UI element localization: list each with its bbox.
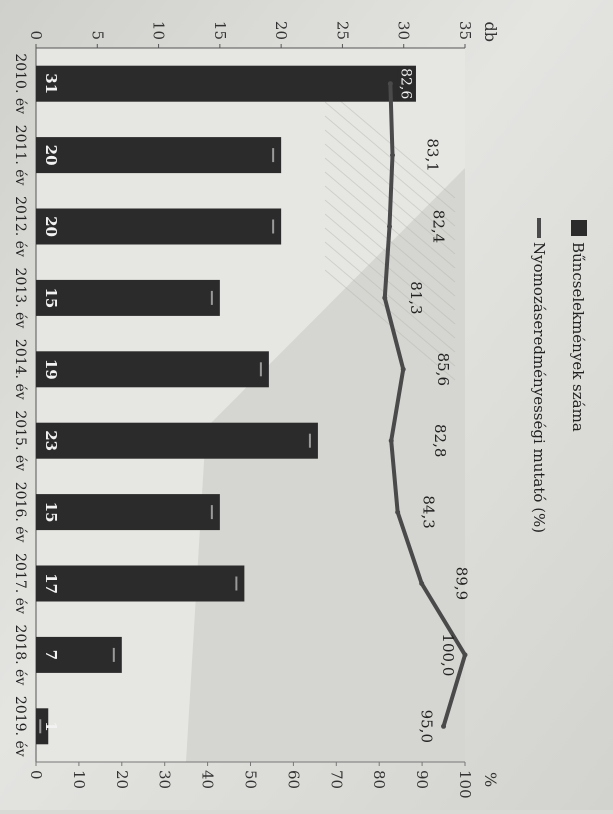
- line-point: [389, 152, 395, 158]
- bar: [36, 279, 220, 316]
- bar: [36, 208, 282, 245]
- left-axis-label: db: [481, 22, 500, 42]
- bar-value-label: 1: [42, 721, 60, 731]
- right-axis-label: %: [481, 772, 500, 787]
- left-axis-tick-label: 5: [88, 30, 106, 40]
- bar-value-label: 17: [42, 573, 60, 594]
- right-axis-tick-label: 0: [27, 770, 45, 780]
- right-axis-tick-label: 50: [242, 770, 260, 789]
- bar: [36, 351, 269, 388]
- left-axis-tick-label: 15: [211, 21, 229, 40]
- bar: [36, 65, 416, 102]
- line-label-bg: [397, 66, 415, 101]
- line-value-label: 82,8: [431, 424, 449, 457]
- legend-label-line: Nyomozáseredményességi mutató (%): [530, 242, 548, 533]
- x-axis-tick-label: 2018. év: [12, 625, 28, 686]
- left-axis-tick-label: 0: [27, 30, 45, 40]
- x-axis-tick-label: 2017. év: [12, 553, 28, 614]
- right-axis-tick-label: 10: [70, 770, 88, 789]
- background-texture-line: [324, 213, 456, 325]
- line-point: [382, 295, 388, 301]
- background-texture-line: [324, 101, 456, 213]
- background-texture-line: [324, 87, 456, 199]
- bar: [36, 137, 282, 174]
- x-axis-tick-label: 2010. év: [12, 53, 28, 114]
- line-series: [382, 83, 467, 727]
- x-axis-tick-label: 2012. év: [12, 196, 28, 257]
- right-axis-tick-label: 60: [284, 770, 302, 789]
- bar-value-label: 20: [42, 145, 60, 166]
- bar-value-label: 15: [42, 287, 60, 308]
- bar: [36, 565, 245, 602]
- bar: [36, 422, 318, 459]
- x-axis-tick-label: 2013. év: [12, 268, 28, 329]
- right-axis-tick-label: 40: [199, 770, 217, 789]
- x-axis-tick-label: 2014. év: [12, 339, 28, 400]
- bar: [35, 636, 122, 673]
- line-point: [395, 509, 401, 515]
- line-point: [386, 224, 392, 229]
- background-texture-line: [324, 241, 456, 353]
- left-axis-tick-label: 35: [456, 21, 474, 40]
- line-point: [387, 81, 393, 87]
- background-photo-shade: [186, 168, 465, 762]
- left-axis-tick-label: 30: [395, 21, 413, 40]
- left-axis-tick-label: 10: [150, 21, 168, 40]
- line-value-label: 100,0: [439, 633, 457, 676]
- x-axis-tick-label: 2015. év: [12, 410, 28, 471]
- left-axis-tick-label: 20: [272, 21, 290, 40]
- line-point: [419, 581, 425, 586]
- x-axis-tick-label: 2016. év: [12, 482, 28, 543]
- line-value-label: 81,3: [407, 281, 425, 314]
- bar-value-label: 19: [42, 359, 60, 380]
- right-axis-tick-label: 100: [456, 770, 474, 799]
- right-axis-tick-label: 70: [327, 770, 345, 789]
- bar-value-label: 20: [42, 216, 60, 237]
- bar-value-label: 31: [42, 73, 60, 94]
- right-axis-tick-label: 20: [113, 770, 131, 789]
- right-axis-tick-label: 80: [370, 770, 388, 789]
- line-point: [441, 723, 447, 729]
- right-axis-tick-label: 30: [156, 770, 174, 789]
- bar-value-label: 7: [42, 650, 60, 660]
- line-point: [462, 652, 468, 658]
- legend-swatch-bar: [571, 220, 587, 236]
- bar: [35, 708, 49, 745]
- background-texture-line: [324, 227, 456, 339]
- line-point: [388, 438, 394, 444]
- legend-label-bar: Bűncselekmények száma: [569, 242, 587, 432]
- bar-value-label: 23: [42, 430, 60, 451]
- background-texture-line: [324, 199, 456, 311]
- left-axis-tick-label: 25: [333, 21, 351, 40]
- line-value-label: 95,0: [418, 710, 436, 743]
- line-value-label: 85,6: [434, 353, 452, 386]
- line-value-label: 82,4: [429, 210, 447, 243]
- x-axis-tick-label: 2019. év: [12, 696, 28, 757]
- x-axis-tick-label: 2011. év: [12, 125, 28, 186]
- line-value-label: 84,3: [420, 495, 438, 528]
- bar: [36, 494, 220, 531]
- line-value-label: 89,9: [453, 567, 471, 600]
- bar-value-label: 15: [42, 502, 60, 523]
- line-point: [400, 366, 406, 372]
- right-axis-tick-label: 90: [413, 770, 431, 789]
- line-value-label: 82,6: [397, 68, 413, 99]
- line-value-label: 83,1: [423, 138, 441, 171]
